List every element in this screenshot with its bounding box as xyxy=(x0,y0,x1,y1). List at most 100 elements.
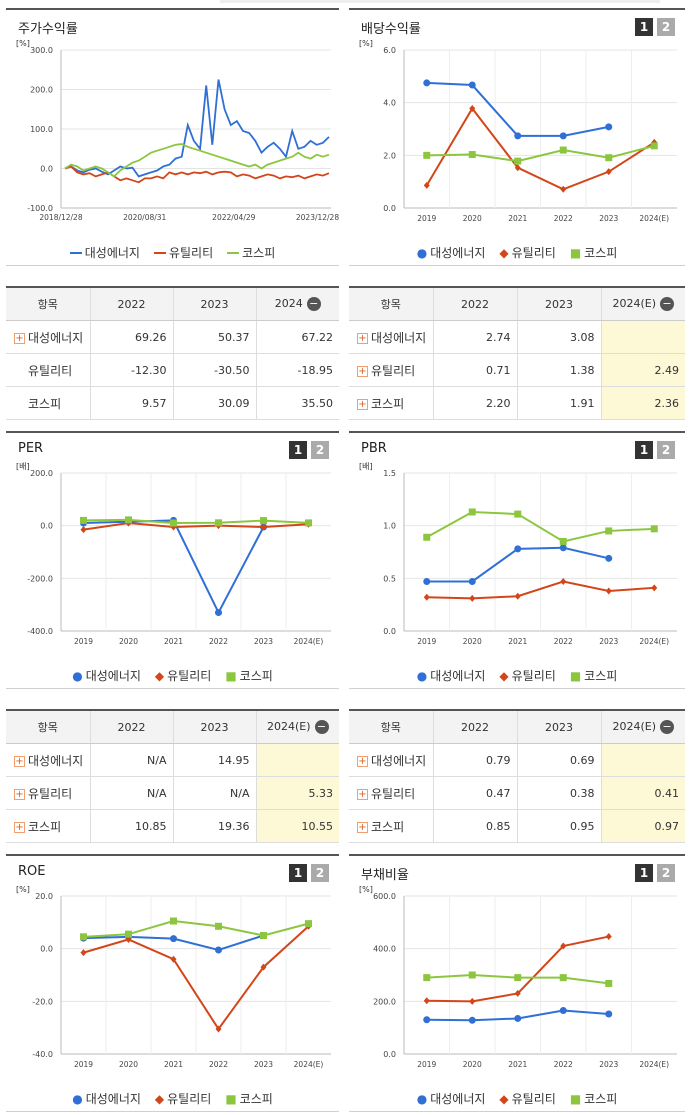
row-label[interactable]: + 대성에너지 xyxy=(349,743,434,777)
x-tick-label: 2021 xyxy=(164,1060,183,1069)
circle-marker-icon: ● xyxy=(416,668,428,683)
expand-plus-icon[interactable]: + xyxy=(357,365,368,377)
row-label[interactable]: + 대성에너지 xyxy=(6,320,91,354)
x-tick-label: 2019 xyxy=(417,637,436,646)
data-point-diamond xyxy=(469,104,476,112)
panel-title: ROE xyxy=(18,864,46,879)
dividend-yield-table: 항목 2022 2023 2024(E) − + 대성에너지 2.74 3.08 +… xyxy=(349,286,685,420)
expand-plus-icon[interactable]: + xyxy=(357,788,368,800)
row-label-text: 코스피 xyxy=(371,819,405,834)
table-cell: 0.69 xyxy=(517,743,602,777)
row-label[interactable]: + 유틸리티 xyxy=(349,353,434,387)
period-button-1[interactable]: 1 xyxy=(289,441,307,459)
row-label[interactable]: + 유틸리티 xyxy=(349,776,434,810)
legend-label: 코스피 xyxy=(239,669,273,683)
table-cell: 9.57 xyxy=(90,386,174,420)
data-point-square xyxy=(605,154,613,162)
chart-legend: ● 대성에너지 ◆ 유틸리티 ■ 코스피 xyxy=(6,667,339,684)
collapse-icon[interactable]: − xyxy=(660,297,675,311)
data-point-diamond xyxy=(170,955,177,963)
data-point-square xyxy=(170,917,177,925)
data-point-square xyxy=(80,516,87,524)
x-tick-label: 2024(E) xyxy=(294,637,324,646)
period-button-1[interactable]: 1 xyxy=(635,441,653,459)
legend-item-s3: ■ 코스피 xyxy=(570,667,617,684)
period-button-2[interactable]: 2 xyxy=(311,441,329,459)
expand-plus-icon[interactable]: + xyxy=(357,332,368,344)
circle-marker-icon: ● xyxy=(72,1091,83,1106)
y-tick-label: -100.0 xyxy=(27,204,53,213)
data-point-circle xyxy=(215,946,222,954)
period-toggle: 1 2 xyxy=(635,18,675,36)
table-cell: 2.49 xyxy=(601,353,685,387)
panel-roe: ROE 1 2 [%] 20.0 0.0 -20.0 -40.0 2019 2020 2021… xyxy=(6,854,339,1112)
legend-label: 유틸리티 xyxy=(167,1092,212,1106)
legend-label: 유틸리티 xyxy=(168,246,214,260)
per-table: 항목 2022 2023 2024(E) − + 대성에너지 N/A 14.95 +… xyxy=(6,709,339,843)
x-tick-label: 2021 xyxy=(508,1060,527,1069)
y-tick-label: 1.5 xyxy=(383,469,396,478)
data-point-circle xyxy=(468,81,476,89)
table-cell: -12.30 xyxy=(90,353,174,387)
legend-label: 유틸리티 xyxy=(167,669,212,683)
data-point-diamond xyxy=(514,164,521,172)
row-label-text: 대성에너지 xyxy=(28,330,84,345)
data-point-diamond xyxy=(469,997,476,1005)
expand-plus-icon[interactable]: + xyxy=(14,788,25,800)
data-point-square xyxy=(650,142,658,150)
expand-plus-icon[interactable]: + xyxy=(14,821,25,833)
collapse-icon[interactable]: − xyxy=(660,720,675,734)
row-label-text: 코스피 xyxy=(371,396,405,411)
table-cell: 0.95 xyxy=(517,809,602,843)
col-header: 항목 xyxy=(6,286,91,321)
expand-plus-icon[interactable]: + xyxy=(357,755,368,767)
data-point-square xyxy=(468,151,476,159)
period-button-2[interactable]: 2 xyxy=(311,864,329,882)
data-point-diamond xyxy=(215,1025,222,1033)
collapse-icon[interactable]: − xyxy=(306,297,321,311)
row-label[interactable]: + 코스피 xyxy=(349,386,434,420)
x-tick-label: 2021 xyxy=(508,637,527,646)
data-point-square xyxy=(80,933,87,941)
row-label-text: 코스피 xyxy=(28,819,62,834)
data-point-square xyxy=(468,971,476,979)
row-label-text: 유틸리티 xyxy=(371,363,416,378)
col-header-label: 2024(E) xyxy=(612,297,657,310)
period-button-1[interactable]: 1 xyxy=(289,864,307,882)
expand-plus-icon[interactable]: + xyxy=(357,398,368,410)
data-point-circle xyxy=(514,132,522,140)
data-point-square xyxy=(305,519,312,527)
period-button-1[interactable]: 1 xyxy=(635,18,653,36)
row-label[interactable]: + 대성에너지 xyxy=(6,743,91,777)
x-tick-label: 2024(E) xyxy=(639,1060,669,1069)
pbr-chart: [배] 1.5 1.0 0.5 0.0 2019 2020 2021 2022 2023 2024(… xyxy=(359,462,677,646)
period-button-2[interactable]: 2 xyxy=(657,864,675,882)
expand-plus-icon[interactable]: + xyxy=(357,821,368,833)
y-tick-label: 400.0 xyxy=(373,945,396,954)
collapse-icon[interactable]: − xyxy=(314,720,329,734)
row-label[interactable]: + 코스피 xyxy=(349,809,434,843)
series-line xyxy=(426,580,655,600)
row-label[interactable]: + 대성에너지 xyxy=(349,320,434,354)
row-label[interactable]: + 코스피 xyxy=(6,809,91,843)
row-label: 코스피 xyxy=(6,386,91,420)
series-line xyxy=(64,143,330,178)
period-toggle: 1 2 xyxy=(289,441,329,459)
table-cell: -30.50 xyxy=(173,353,257,387)
x-tick-label: 2023 xyxy=(254,637,273,646)
expand-plus-icon[interactable]: + xyxy=(14,755,25,767)
table-cell: 2.20 xyxy=(433,386,518,420)
table-row: + 대성에너지 0.79 0.69 xyxy=(349,743,685,777)
table-header-row: 항목 2022 2023 2024(E) − xyxy=(349,286,685,321)
data-point-square xyxy=(125,516,132,524)
period-button-2[interactable]: 2 xyxy=(657,441,675,459)
period-button-2[interactable]: 2 xyxy=(657,18,675,36)
x-tick-label: 2022 xyxy=(554,1060,573,1069)
row-label: 유틸리티 xyxy=(6,353,91,387)
expand-plus-icon[interactable]: + xyxy=(14,332,25,344)
table-cell: 1.38 xyxy=(517,353,602,387)
row-label[interactable]: + 유틸리티 xyxy=(6,776,91,810)
period-button-1[interactable]: 1 xyxy=(635,864,653,882)
axis-unit-label: [배] xyxy=(16,462,30,471)
table-cell: 2.74 xyxy=(433,320,518,354)
